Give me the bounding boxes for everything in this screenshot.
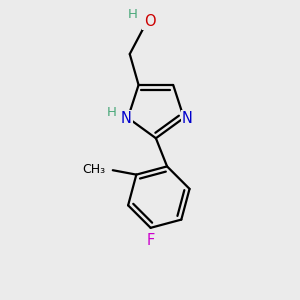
Text: F: F (146, 233, 155, 248)
Text: O: O (144, 14, 155, 29)
Text: CH₃: CH₃ (82, 163, 105, 176)
Text: N: N (121, 111, 132, 126)
Text: N: N (182, 111, 193, 126)
Text: H: H (107, 106, 117, 119)
Text: H: H (128, 8, 138, 21)
